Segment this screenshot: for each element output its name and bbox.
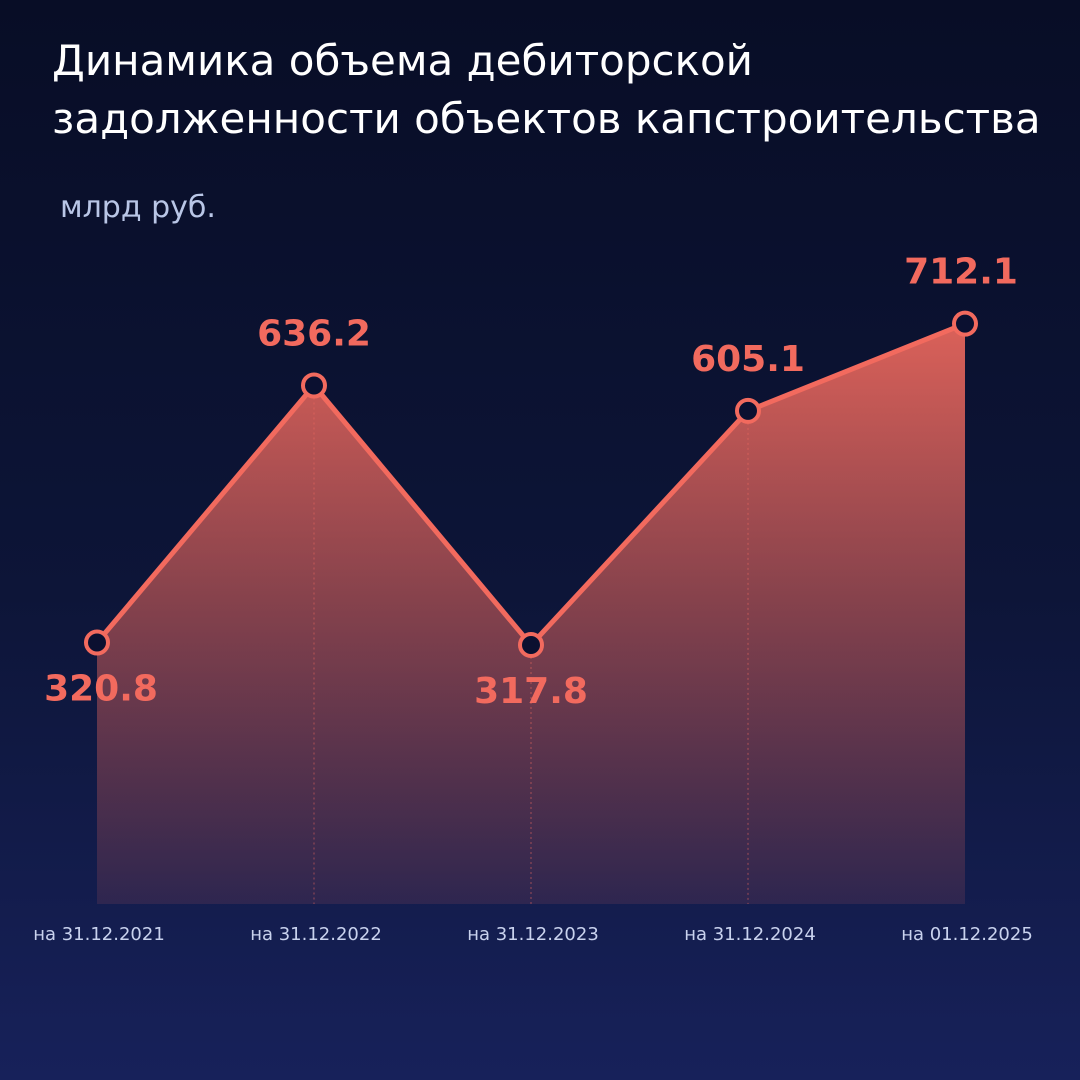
chart-subtitle: млрд руб. (60, 190, 216, 225)
area-fill (97, 323, 965, 904)
point (735, 397, 761, 424)
value-label: 605.1 (691, 339, 805, 380)
point (301, 372, 327, 399)
point (952, 310, 978, 337)
x-tick-label: на 31.12.2024 (684, 924, 816, 945)
x-tick-label: на 31.12.2022 (250, 924, 382, 945)
value-label: 636.2 (257, 313, 371, 354)
value-label: 320.8 (44, 669, 158, 710)
value-label: 317.8 (474, 671, 588, 712)
x-tick-label: на 31.12.2023 (467, 924, 599, 945)
x-tick-label: на 01.12.2025 (901, 924, 1033, 945)
value-label: 712.1 (904, 252, 1018, 293)
point (84, 629, 110, 656)
x-tick-label: на 31.12.2021 (33, 924, 165, 945)
point (518, 631, 544, 658)
chart-title: Динамика объема дебиторской задолженност… (52, 36, 1041, 143)
